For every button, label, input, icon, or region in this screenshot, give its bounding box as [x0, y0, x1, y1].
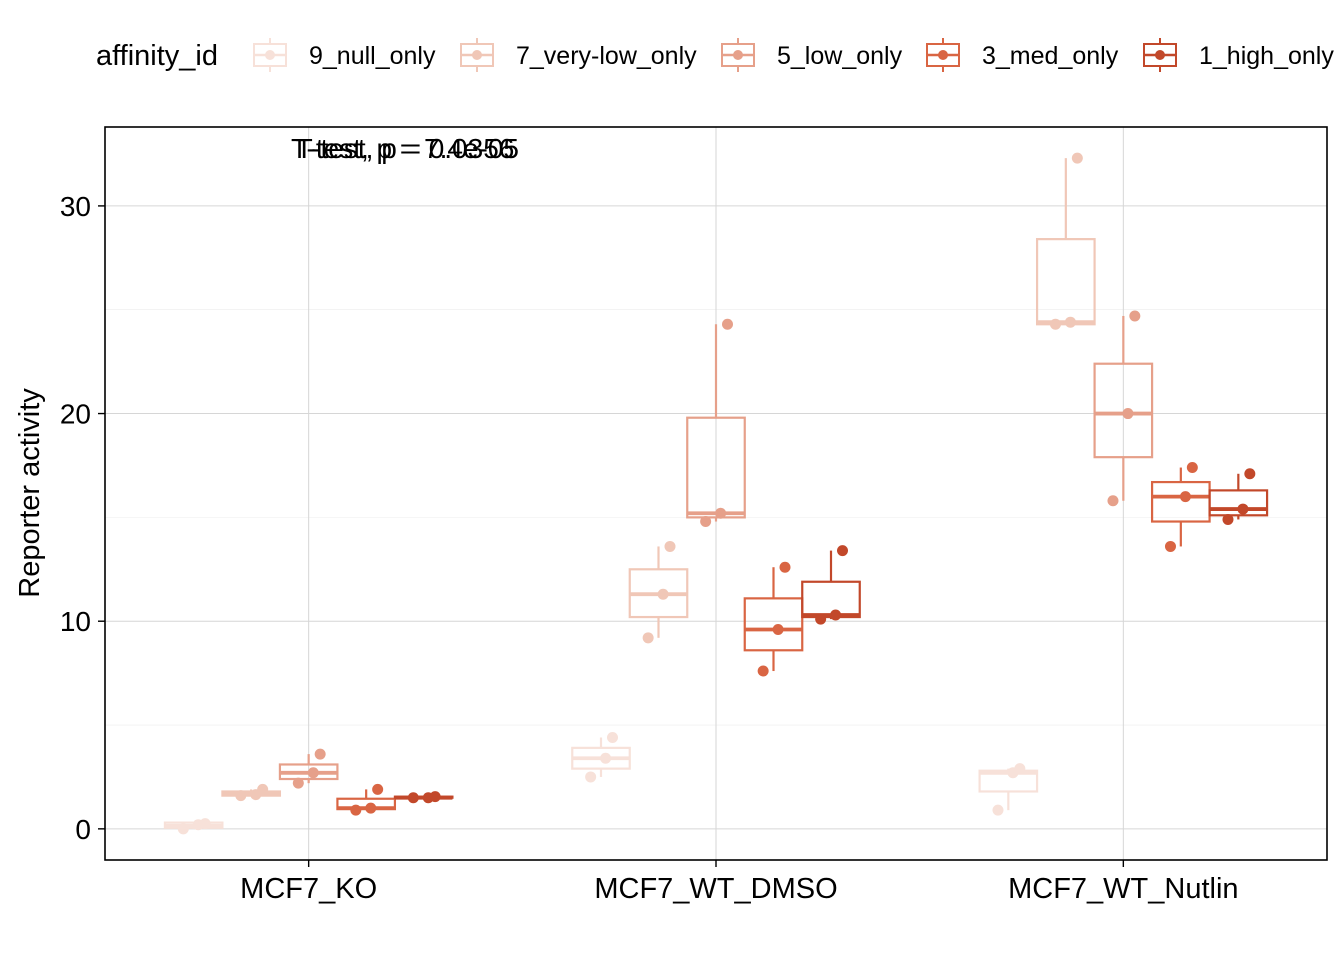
data-point — [772, 624, 784, 636]
data-point — [642, 632, 654, 644]
legend-item-1_high_only: 1_high_only — [1143, 38, 1334, 72]
series-9_null_only — [163, 731, 1039, 835]
legend-key-point — [1155, 50, 1165, 60]
data-point — [779, 561, 791, 573]
legend-key-point — [265, 50, 275, 60]
legend-item-9_null_only: 9_null_only — [253, 38, 436, 72]
data-point — [1164, 540, 1176, 552]
y-tick-label: 20 — [60, 399, 91, 430]
data-point — [314, 748, 326, 760]
data-point — [1237, 503, 1249, 515]
legend-title: affinity_id — [96, 40, 218, 72]
data-point — [664, 540, 676, 552]
data-point — [657, 588, 669, 600]
data-point — [350, 804, 362, 816]
y-tick-label: 30 — [60, 191, 91, 222]
legend-label: 5_low_only — [777, 42, 903, 70]
data-point — [815, 613, 827, 625]
y-tick-label: 0 — [75, 814, 91, 845]
legend-item-5_low_only: 5_low_only — [721, 38, 903, 72]
data-point — [1222, 513, 1234, 525]
data-point — [1122, 408, 1134, 420]
data-point — [199, 818, 211, 830]
data-point — [837, 545, 848, 557]
legend-label: 9_null_only — [309, 42, 436, 70]
data-point — [257, 783, 269, 795]
data-point — [1107, 495, 1119, 507]
data-point — [1129, 310, 1141, 322]
box — [686, 416, 746, 519]
legend-key-point — [938, 50, 948, 60]
data-point — [830, 609, 842, 621]
data-point — [585, 771, 597, 783]
data-point — [307, 767, 319, 779]
data-point — [372, 783, 384, 795]
data-point — [722, 318, 733, 330]
test-annotation: T-test, p = 0.0356 — [296, 133, 515, 164]
legend-item-7_very-low_only: 7_very-low_only — [460, 38, 697, 72]
data-point — [1064, 316, 1076, 328]
data-point — [607, 731, 618, 743]
legend-label: 7_very-low_only — [516, 42, 697, 70]
box — [1208, 489, 1269, 517]
series-5_low_only — [278, 310, 1154, 789]
plot-area: T-test, p = 7.4e-05T-test, p = 0.0356 — [104, 126, 1328, 861]
data-point — [1071, 152, 1083, 164]
data-point — [235, 790, 247, 802]
data-point — [1049, 318, 1061, 330]
series-3_med_only — [336, 462, 1211, 816]
data-point — [600, 752, 612, 764]
test-annotation: T-test, p = 7.4e-05 — [291, 133, 519, 164]
data-point — [365, 802, 377, 814]
series-1_high_only — [393, 468, 1269, 804]
data-point — [177, 823, 189, 835]
legend-key-point — [733, 50, 743, 60]
data-point — [757, 665, 769, 677]
data-point — [992, 804, 1004, 816]
data-point — [1244, 468, 1256, 480]
series-7_very-low_only — [221, 152, 1096, 802]
y-tick-label: 10 — [60, 606, 91, 637]
data-point — [715, 507, 727, 519]
data-point — [700, 516, 712, 528]
legend-label: 1_high_only — [1199, 42, 1334, 70]
x-axis: MCF7_KO MCF7_WT_DMSO MCF7_WT_Nutlin — [240, 860, 1239, 905]
data-point — [1186, 462, 1198, 474]
legend-item-3_med_only: 3_med_only — [926, 38, 1119, 72]
legend-label: 3_med_only — [982, 42, 1119, 70]
annotations: T-test, p = 7.4e-05T-test, p = 0.0356 — [291, 133, 519, 164]
x-tick-label: MCF7_WT_DMSO — [594, 873, 837, 905]
x-tick-label: MCF7_WT_Nutlin — [1008, 873, 1238, 905]
x-tick-label: MCF7_KO — [240, 873, 377, 905]
data-point — [1014, 763, 1026, 775]
series-layer — [163, 152, 1269, 835]
data-point — [292, 777, 304, 789]
data-point — [1179, 491, 1191, 503]
y-axis-label: Reporter activity — [14, 388, 46, 598]
legend-key-point — [472, 50, 482, 60]
data-point — [429, 791, 441, 803]
y-axis: 0 10 20 30 — [60, 191, 105, 845]
box — [1093, 362, 1154, 459]
data-point — [407, 792, 419, 804]
legend: affinity_id 9_null_only 7_very-low_only 5_… — [96, 38, 1334, 72]
box — [743, 597, 804, 652]
